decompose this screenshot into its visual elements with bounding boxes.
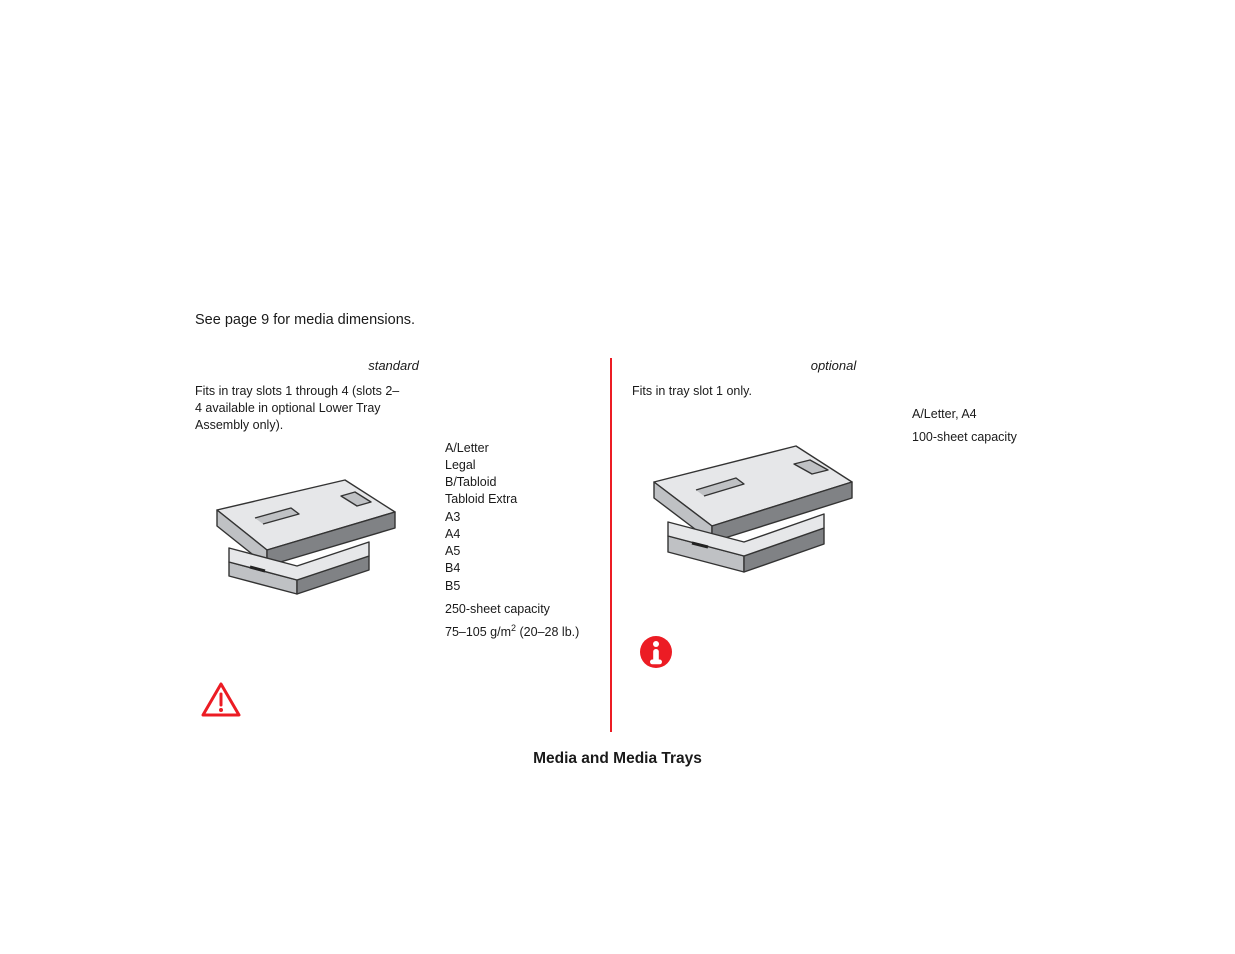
specs-optional: A/Letter, A4 100-sheet capacity bbox=[912, 406, 1017, 594]
media-size: A/Letter bbox=[445, 440, 579, 457]
tray-illustration-optional bbox=[632, 434, 902, 594]
page-content: See page 9 for media dimensions. standar… bbox=[195, 312, 1045, 732]
caution-icon bbox=[201, 682, 592, 732]
fits-optional: Fits in tray slot 1 only. bbox=[632, 383, 842, 400]
media-size: Legal bbox=[445, 457, 579, 474]
specs-standard: A/Letter Legal B/Tabloid Tabloid Extra A… bbox=[445, 440, 579, 642]
body-optional: A/Letter, A4 100-sheet capacity bbox=[632, 410, 1035, 594]
intro-text: See page 9 for media dimensions. bbox=[195, 312, 1045, 328]
info-icon bbox=[638, 634, 1035, 684]
media-size: B5 bbox=[445, 578, 579, 595]
weight-main: 75–105 g/m bbox=[445, 625, 511, 639]
media-size: Tabloid Extra bbox=[445, 491, 579, 508]
heading-standard: standard bbox=[195, 358, 592, 373]
body-standard: A/Letter Legal B/Tabloid Tabloid Extra A… bbox=[195, 444, 592, 642]
media-size: A3 bbox=[445, 509, 579, 526]
column-standard: standard Fits in tray slots 1 through 4 … bbox=[195, 358, 610, 732]
columns: standard Fits in tray slots 1 through 4 … bbox=[195, 358, 1045, 732]
fits-standard: Fits in tray slots 1 through 4 (slots 2–… bbox=[195, 383, 405, 434]
weight-tail: (20–28 lb.) bbox=[516, 625, 579, 639]
media-size: B/Tabloid bbox=[445, 474, 579, 491]
column-optional: optional Fits in tray slot 1 only. bbox=[610, 358, 1035, 732]
heading-optional: optional bbox=[632, 358, 1035, 373]
footer-title: Media and Media Trays bbox=[0, 750, 1235, 768]
media-size: A4 bbox=[445, 526, 579, 543]
capacity-optional: 100-sheet capacity bbox=[912, 429, 1017, 446]
weight-standard: 75–105 g/m2 (20–28 lb.) bbox=[445, 622, 579, 641]
media-size: A5 bbox=[445, 543, 579, 560]
capacity-standard: 250-sheet capacity bbox=[445, 601, 579, 618]
media-size: B4 bbox=[445, 560, 579, 577]
media-size: A/Letter, A4 bbox=[912, 406, 1017, 423]
tray-illustration-standard bbox=[195, 468, 445, 642]
